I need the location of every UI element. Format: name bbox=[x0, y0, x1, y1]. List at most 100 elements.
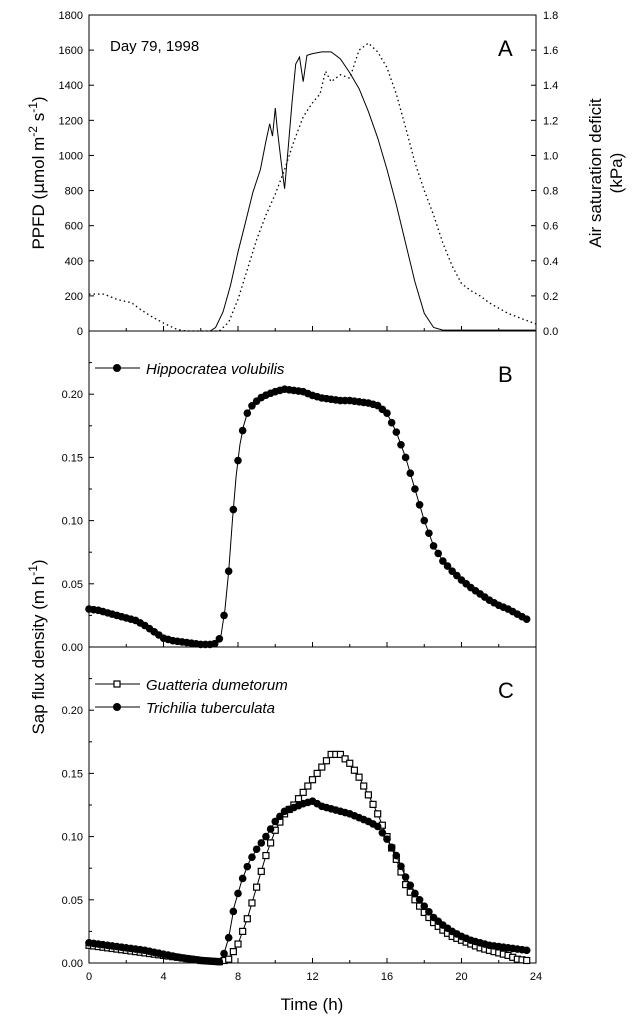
data-point bbox=[383, 835, 391, 843]
panel-a-y2tick-label: 1.8 bbox=[543, 10, 558, 22]
data-point bbox=[215, 957, 224, 966]
data-point bbox=[225, 955, 233, 963]
panel-b-ytick-label: 0.15 bbox=[62, 452, 83, 464]
x-tick-label: 0 bbox=[86, 971, 92, 983]
axes-layer: 0200400600800100012001400160018000.00.20… bbox=[59, 10, 559, 983]
data-point bbox=[401, 453, 410, 462]
data-point bbox=[224, 933, 233, 942]
data-point bbox=[220, 611, 228, 620]
legend-marker bbox=[113, 364, 121, 372]
data-point bbox=[522, 946, 531, 955]
panel-a-frame bbox=[88, 14, 537, 332]
data-point bbox=[304, 782, 312, 790]
data-point bbox=[420, 902, 429, 910]
data-point bbox=[253, 883, 261, 891]
panel-b-series-0 bbox=[85, 385, 531, 649]
data-point bbox=[415, 896, 424, 904]
x-tick-label: 20 bbox=[455, 971, 467, 983]
data-point bbox=[373, 822, 382, 831]
data-point bbox=[383, 409, 391, 417]
panel-c-ytick-label: 0.20 bbox=[62, 705, 83, 717]
panel-c-series-1 bbox=[85, 797, 531, 966]
series-line bbox=[88, 388, 527, 645]
data-point bbox=[220, 949, 228, 958]
data-point bbox=[434, 549, 443, 558]
legend-marker bbox=[113, 680, 121, 688]
data-point bbox=[387, 418, 396, 427]
data-point bbox=[266, 825, 275, 833]
x-tick-label: 24 bbox=[530, 971, 542, 983]
panel-a-ytick-label: 0 bbox=[77, 326, 83, 338]
panel-a-ytick-label: 1000 bbox=[59, 150, 83, 162]
series-line bbox=[89, 42, 537, 332]
data-point bbox=[224, 567, 233, 575]
panel-a-y2tick-label: 0.0 bbox=[543, 326, 558, 338]
data-point bbox=[239, 927, 247, 936]
data-point bbox=[243, 862, 252, 871]
panel-a-y2tick-label: 0.4 bbox=[543, 256, 558, 268]
panel-b-letter: B bbox=[498, 362, 513, 387]
data-point bbox=[425, 908, 433, 916]
data-point bbox=[406, 469, 415, 478]
panel-c-ytick-label: 0.10 bbox=[62, 832, 83, 844]
data-point bbox=[350, 766, 359, 774]
data-point bbox=[439, 557, 447, 565]
panel-a-y2tick-label: 1.0 bbox=[543, 150, 558, 162]
data-point bbox=[248, 899, 256, 907]
legend-layer: Hippocratea volubilis Guatteria dumetorum… bbox=[95, 361, 288, 717]
data-point bbox=[411, 485, 419, 493]
panel-b-ytick-label: 0.20 bbox=[62, 389, 83, 401]
panel-b-ytick-label: 0.10 bbox=[62, 516, 83, 528]
data-point bbox=[397, 862, 405, 871]
panel-a-ytick-label: 1200 bbox=[59, 115, 83, 127]
sap-flux-ylabel: Sap flux density (m h-1) bbox=[26, 559, 48, 734]
data-point bbox=[425, 529, 433, 538]
data-point bbox=[360, 782, 368, 790]
panel-a-series-0 bbox=[89, 51, 536, 332]
data-point bbox=[346, 759, 354, 767]
panel-a-letter: A bbox=[498, 36, 513, 61]
data-point bbox=[392, 428, 401, 436]
series-layer bbox=[85, 42, 537, 966]
data-point bbox=[364, 791, 372, 799]
panel-a-y2tick-label: 0.6 bbox=[543, 221, 558, 233]
panel-a-y2label-line1: Air saturation deficit bbox=[586, 98, 605, 248]
panel-a-ytick-label: 1400 bbox=[59, 80, 83, 92]
data-point bbox=[215, 634, 224, 643]
panel-a-y2tick-label: 0.8 bbox=[543, 186, 558, 198]
data-point bbox=[387, 843, 396, 852]
panel-c-letter: C bbox=[498, 678, 514, 703]
data-point bbox=[392, 851, 401, 860]
data-point bbox=[336, 750, 345, 759]
data-point bbox=[415, 501, 424, 509]
data-point bbox=[374, 810, 382, 818]
x-tick-label: 4 bbox=[160, 971, 166, 983]
data-point bbox=[397, 440, 405, 449]
data-point bbox=[252, 845, 261, 854]
data-point bbox=[229, 907, 238, 916]
panel-a-ylabel: PPFD (μmol m-2 s-1) bbox=[26, 96, 49, 249]
panel-c-ytick-label: 0.00 bbox=[62, 958, 83, 970]
data-point bbox=[248, 853, 256, 861]
data-point bbox=[257, 867, 265, 875]
series-line bbox=[89, 51, 536, 332]
panel-a-ytick-label: 400 bbox=[65, 256, 83, 268]
panel-b-frame bbox=[88, 330, 537, 648]
legend-marker bbox=[113, 703, 121, 711]
data-point bbox=[308, 776, 317, 784]
data-point bbox=[429, 542, 438, 550]
data-point bbox=[420, 516, 429, 525]
data-point bbox=[523, 956, 531, 965]
panel-a-y2label-line2: (kPa) bbox=[607, 153, 626, 194]
data-point bbox=[234, 940, 242, 948]
data-point bbox=[234, 456, 242, 465]
panel-b-ytick-label: 0.05 bbox=[62, 579, 83, 591]
data-point bbox=[522, 615, 531, 623]
data-point bbox=[401, 873, 410, 881]
legend-label: Guatteria dumetorum bbox=[146, 677, 288, 694]
panel-c-ytick-label: 0.05 bbox=[62, 895, 83, 907]
panel-a-ytick-label: 1600 bbox=[59, 45, 83, 57]
data-point bbox=[243, 409, 252, 417]
